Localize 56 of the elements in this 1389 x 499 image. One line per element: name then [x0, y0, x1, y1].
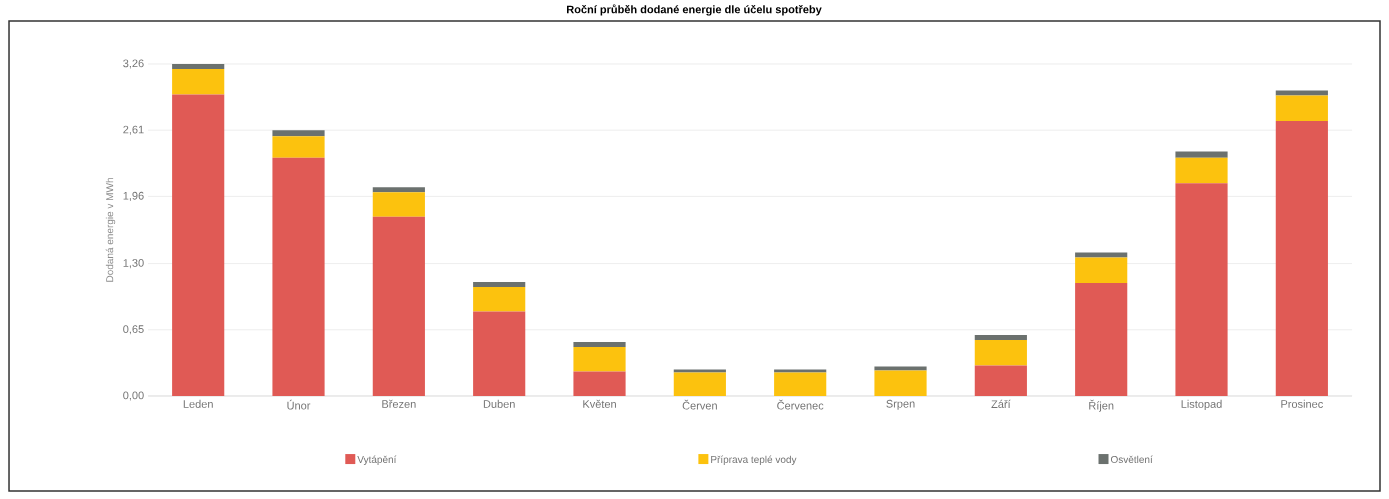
bar — [473, 311, 526, 396]
bar — [372, 187, 425, 193]
legend-label: Vytápění — [357, 455, 397, 465]
x-tick-label: Prosinec — [1281, 399, 1323, 408]
bar — [774, 369, 827, 373]
y-tick-label: 0,65 — [123, 325, 144, 335]
bar — [774, 372, 827, 396]
bar — [372, 192, 425, 217]
x-tick-label: Listopad — [1181, 399, 1222, 411]
bar — [473, 281, 526, 288]
x-tick-label: Únor — [287, 399, 311, 410]
y-tick-label: 0,00 — [123, 391, 144, 401]
bar — [272, 157, 325, 396]
bar — [372, 216, 425, 396]
bar — [172, 69, 225, 95]
x-tick-label: Leden — [183, 399, 213, 408]
y-tick-label: 2,61 — [123, 125, 144, 135]
x-tick-label: Srpen — [886, 399, 915, 410]
bar — [172, 63, 225, 70]
x-tick-label: Květen — [583, 399, 616, 408]
bar — [272, 136, 325, 158]
bar — [473, 287, 526, 312]
x-tick-label: Červen — [682, 399, 717, 410]
bar — [573, 342, 626, 348]
bar — [974, 365, 1027, 396]
bar — [1275, 90, 1328, 96]
y-axis-title: Dodaná energie v MWh — [105, 178, 116, 282]
bar — [1175, 183, 1228, 396]
bar — [1275, 121, 1328, 396]
bar — [874, 370, 927, 396]
bar — [1175, 157, 1228, 184]
x-tick-label: Březen — [382, 399, 416, 408]
bar — [1075, 252, 1128, 258]
y-tick-label: 3,26 — [123, 59, 144, 69]
x-tick-label: Září — [991, 399, 1011, 409]
y-tick-label: 1,30 — [123, 259, 144, 269]
bar — [974, 339, 1027, 366]
x-tick-label: Duben — [483, 399, 515, 408]
bar — [673, 369, 726, 373]
bar — [874, 366, 927, 371]
x-tick-label: Červenec — [777, 399, 824, 410]
bar — [573, 347, 626, 372]
bar — [573, 371, 626, 396]
bar — [1275, 95, 1328, 122]
bar — [974, 334, 1027, 340]
bar — [673, 372, 726, 396]
legend-label: Příprava teplé vody — [711, 455, 797, 465]
bar — [172, 94, 225, 396]
bar — [1075, 257, 1128, 283]
x-tick-label: Říjen — [1089, 399, 1114, 412]
legend-label: Osvětlení — [1110, 455, 1153, 464]
bar — [1075, 282, 1128, 396]
bar — [272, 130, 325, 137]
bar — [1175, 151, 1228, 158]
chart-title: Roční průběh dodané energie dle účelu spotřeby — [567, 4, 822, 16]
y-tick-label: 1,96 — [123, 191, 144, 201]
